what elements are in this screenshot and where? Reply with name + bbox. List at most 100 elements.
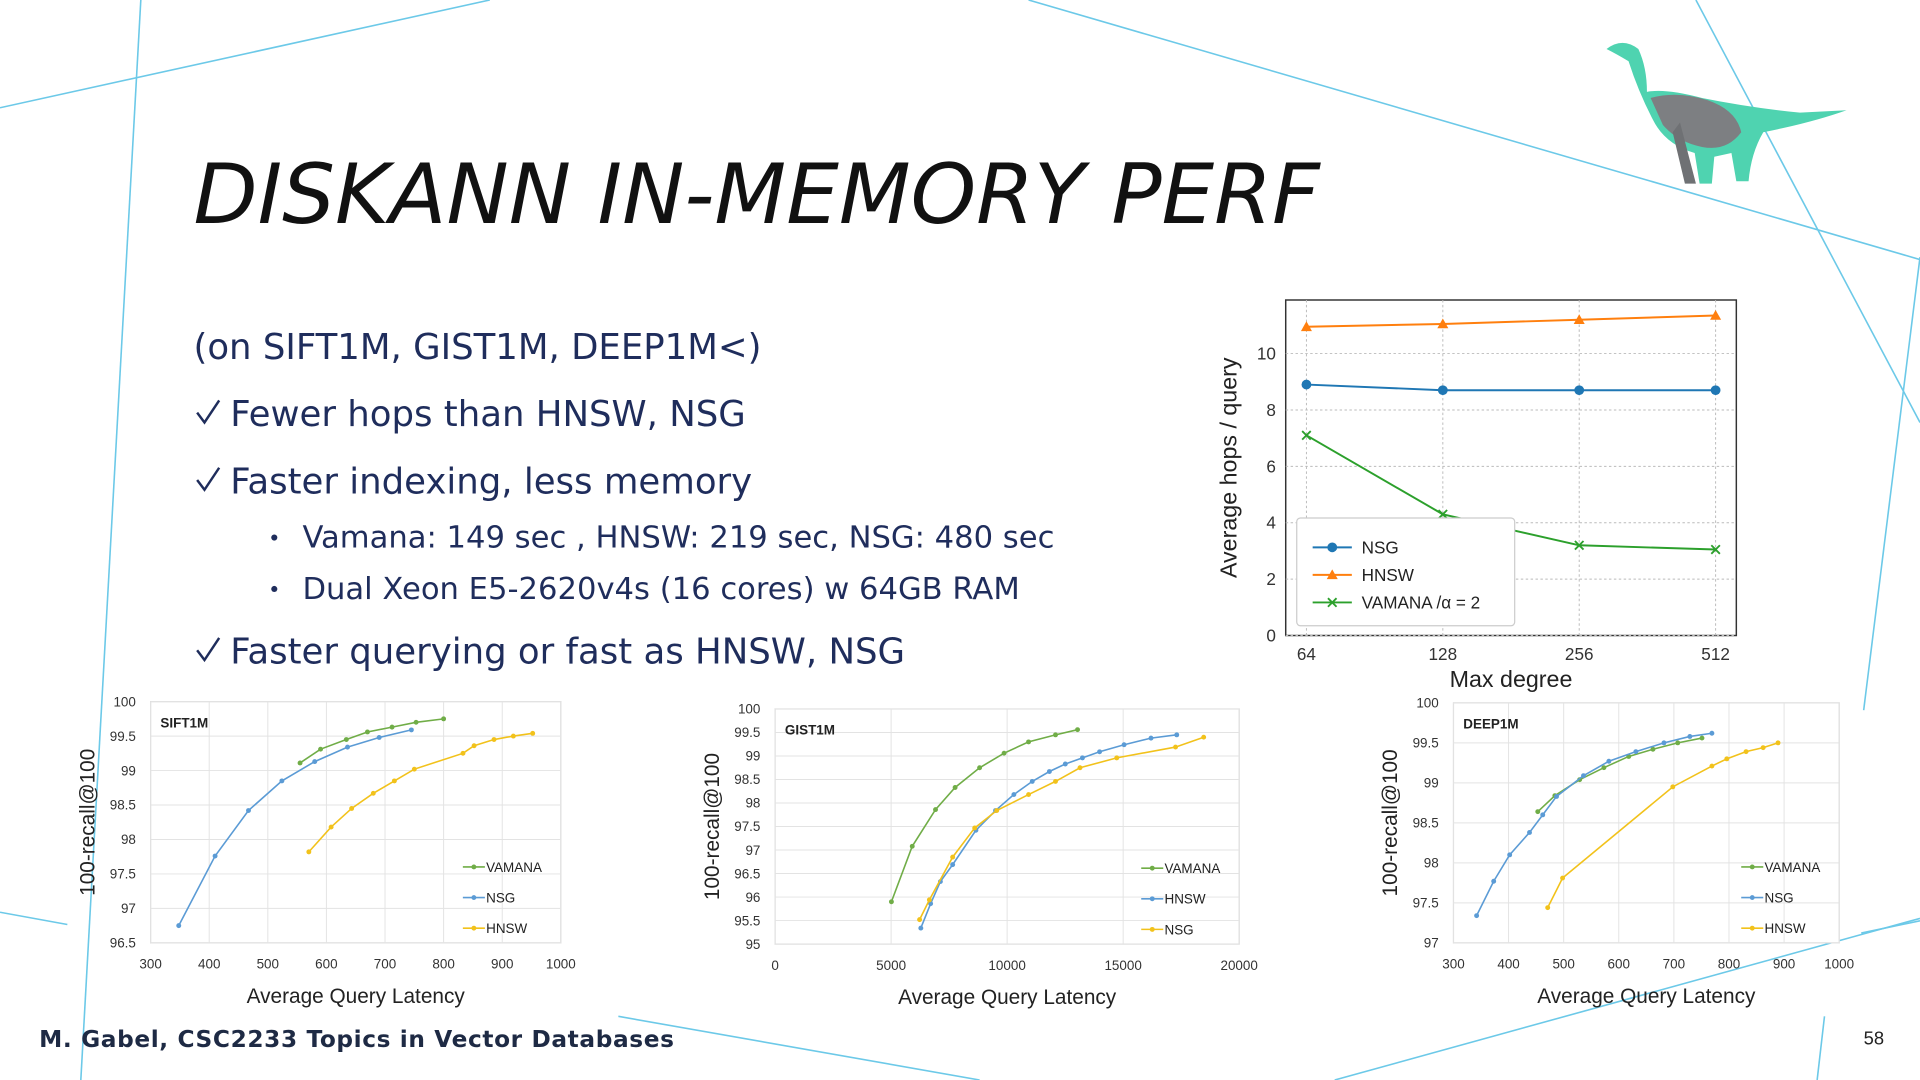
data-point (1327, 597, 1338, 608)
data-point (1675, 740, 1681, 746)
chart: 97 97.5 98 98.5 99 99.5 100 300 400 500 600 700 800 9… (1379, 696, 1854, 1008)
data-point (1121, 742, 1127, 748)
data-point (1148, 735, 1154, 741)
data-point (408, 727, 414, 733)
data-point (917, 917, 923, 923)
data-point (1560, 875, 1566, 881)
check-text: Faster indexing, less memory (230, 461, 752, 502)
x-tick-label: 1000 (546, 957, 576, 972)
legend-label: HNSW (486, 921, 527, 936)
x-tick-label: 600 (1608, 957, 1630, 972)
data-point (1437, 509, 1448, 520)
data-point (411, 766, 417, 772)
y-tick-label: 0 (1266, 626, 1276, 646)
data-point (349, 806, 355, 811)
y-tick-label: 96.5 (110, 936, 136, 951)
x-tick-label: 5000 (876, 958, 906, 973)
data-point (928, 901, 934, 907)
footer: M. Gabel, CSC2233 Topics in Vector Datab… (39, 1026, 674, 1053)
x-tick-label: 400 (198, 957, 220, 972)
legend-label: NSG (1362, 537, 1399, 557)
data-point (994, 808, 1000, 813)
page-number: 58 (1864, 1027, 1884, 1048)
data-point (1301, 430, 1312, 441)
dinosaur (1606, 42, 1847, 184)
legend-label: HNSW (1764, 921, 1805, 936)
data-point (471, 864, 477, 870)
sub-bullet-text: Vamana: 149 sec , HNSW: 219 sec, NSG: 48… (302, 520, 1054, 555)
data-point (1507, 852, 1513, 858)
y-tick-label: 99.5 (1413, 736, 1439, 751)
data-point (1633, 749, 1639, 755)
data-point (1650, 746, 1656, 752)
data-point (1079, 755, 1085, 761)
x-tick-label: 900 (1773, 957, 1795, 972)
data-point (972, 825, 978, 831)
data-point (1149, 896, 1155, 902)
x-tick-label: 800 (1718, 957, 1740, 972)
data-point (471, 895, 477, 900)
legend-label: NSG (486, 890, 515, 905)
y-tick-label: 100 (1416, 696, 1438, 711)
data-point (1545, 905, 1551, 911)
legend-label: HNSW (1362, 565, 1415, 585)
data-point (530, 730, 536, 736)
data-point (1053, 778, 1058, 784)
data-point (1026, 739, 1032, 745)
y-tick-label: 99.5 (110, 729, 136, 744)
data-point (1574, 540, 1585, 551)
y-tick-label: 97 (121, 901, 136, 916)
data-point (1710, 309, 1722, 320)
data-point (510, 733, 516, 739)
y-tick-label: 98.5 (1413, 816, 1439, 831)
data-point (389, 724, 395, 730)
bullet-dot (271, 534, 278, 541)
y-tick-label: 98.5 (734, 772, 760, 787)
y-tick-label: 2 (1266, 569, 1276, 589)
data-point (318, 746, 324, 752)
x-tick-label: 64 (1297, 644, 1317, 664)
data-point (1775, 740, 1781, 746)
check-mark (196, 399, 221, 425)
chart-title: DEEP1M (1463, 717, 1518, 732)
y-tick-label: 97 (745, 843, 760, 858)
data-point (1301, 379, 1312, 390)
x-tick-label: 256 (1565, 644, 1594, 664)
y-tick-label: 98 (745, 796, 760, 811)
data-point (1011, 792, 1017, 798)
data-point (279, 778, 285, 784)
x-tick-label: 512 (1701, 644, 1730, 664)
y-tick-label: 97.5 (734, 819, 760, 834)
data-point (1300, 321, 1312, 332)
check-text: Faster querying or fast as HNSW, NSG (230, 632, 905, 673)
x-tick-label: 500 (257, 957, 279, 972)
y-tick-label: 97.5 (1413, 896, 1439, 911)
intro-text: (on SIFT1M, GIST1M, DEEP1M<) (193, 327, 761, 368)
data-point (1573, 314, 1585, 325)
data-point (909, 843, 915, 849)
x-axis-title: Average Query Latency (898, 986, 1117, 1009)
y-tick-label: 10 (1257, 344, 1276, 364)
check-mark (196, 467, 221, 492)
legend-box (1296, 517, 1516, 627)
data-point (1710, 544, 1721, 555)
data-point (950, 854, 956, 860)
data-point (1601, 765, 1607, 771)
data-point (933, 807, 938, 813)
data-point (1749, 864, 1755, 870)
charts: 0 2 4 6 8 10 64 128 256 512 Max degree Average hops… (76, 299, 1854, 1009)
data-point (364, 729, 370, 735)
data-point (1327, 542, 1338, 553)
check-list: Fewer hops than HNSW, NSG Faster indexing… (196, 394, 905, 673)
data-point (471, 925, 477, 931)
data-point (1026, 792, 1032, 798)
data-point (1661, 740, 1667, 746)
data-point (926, 897, 932, 903)
y-tick-label: 4 (1266, 513, 1276, 533)
data-point (1201, 734, 1207, 740)
y-tick-label: 99 (1424, 776, 1439, 791)
data-point (1724, 756, 1730, 762)
y-tick-label: 97 (1424, 936, 1439, 951)
legend-label: VAMANA /α = 2 (1362, 593, 1481, 613)
